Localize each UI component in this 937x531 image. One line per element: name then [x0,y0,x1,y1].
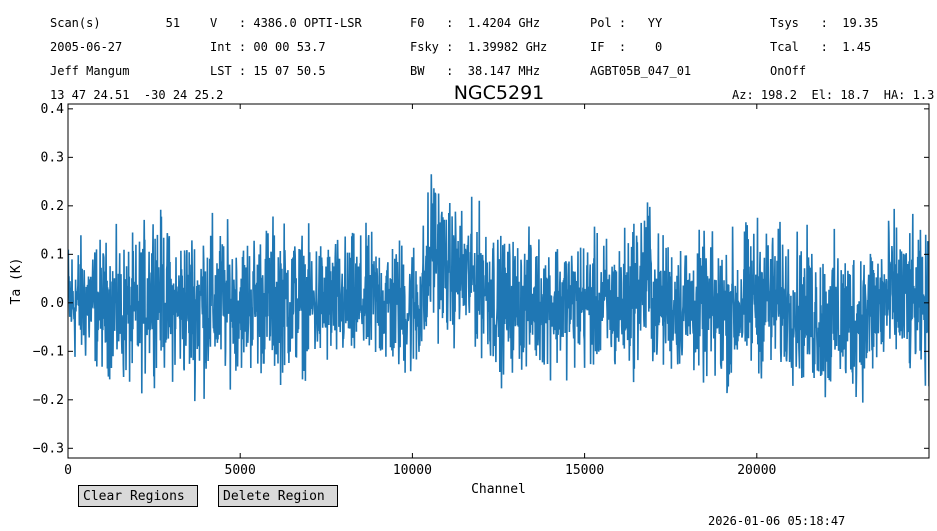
header-scan-line: Scan(s) 51 [50,16,181,30]
spectrum-line [68,174,929,403]
y-tick-label: 0.0 [41,296,64,311]
header-tsys-line: Tsys : 19.35 [770,16,879,30]
x-tick-label: 15000 [565,463,604,478]
x-tick-label: 0 [64,463,72,478]
y-tick-label: 0.3 [41,150,64,165]
header-project-line: AGBT05B_047_01 [590,64,692,78]
plot-frame [67,103,930,459]
header-procedure-line: OnOff [770,64,807,78]
header-bw-line: BW : 38.147 MHz [410,64,541,78]
y-tick-label: 0.2 [41,199,64,214]
clear-regions-button[interactable]: Clear Regions [78,485,198,507]
y-tick-label: −0.3 [33,441,64,456]
header-fsky-line: Fsky : 1.39982 GHz [410,40,548,54]
header-if-line: IF : 0 [590,40,663,54]
header-integration-line: Int : 00 00 53.7 [210,40,326,54]
x-tick-label: 10000 [393,463,432,478]
x-tick-label: 5000 [225,463,256,478]
header-f0-line: F0 : 1.4204 GHz [410,16,541,30]
y-axis-label: Ta (K) [9,258,24,305]
delete-region-button[interactable]: Delete Region [218,485,338,507]
header-tcal-line: Tcal : 1.45 [770,40,872,54]
timestamp: 2026-01-06 05:18:47 [708,514,846,528]
header-observer-line: Jeff Mangum [50,64,130,78]
header-azel: Az: 198.2 El: 18.7 HA: 1.3 [732,88,935,102]
y-tick-label: 0.1 [41,247,64,262]
y-tick-label: −0.2 [33,393,64,408]
header-lst-line: LST : 15 07 50.5 [210,64,326,78]
x-tick-label: 20000 [737,463,776,478]
chart-title: NGC5291 [453,82,545,104]
header-pol-line: Pol : YY [590,16,663,30]
x-axis-label: Channel [471,482,526,497]
header-velocity-line: V : 4386.0 OPTI-LSR [210,16,362,30]
header-coordinates: 13 47 24.51 -30 24 25.2 [50,88,224,102]
y-tick-label: 0.4 [41,102,65,117]
header-date-line: 2005-06-27 [50,40,123,54]
y-tick-label: −0.1 [33,344,64,359]
